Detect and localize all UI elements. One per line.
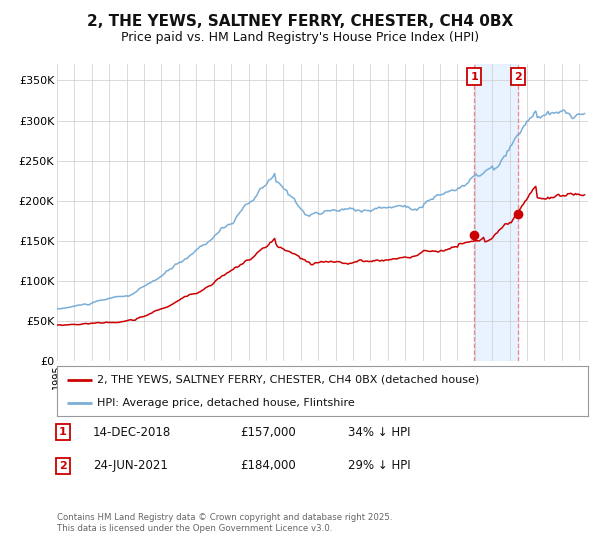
Text: 2, THE YEWS, SALTNEY FERRY, CHESTER, CH4 0BX: 2, THE YEWS, SALTNEY FERRY, CHESTER, CH4… bbox=[87, 14, 513, 29]
Text: HPI: Average price, detached house, Flintshire: HPI: Average price, detached house, Flin… bbox=[97, 398, 355, 408]
Text: £184,000: £184,000 bbox=[240, 459, 296, 473]
Text: This data is licensed under the Open Government Licence v3.0.: This data is licensed under the Open Gov… bbox=[57, 524, 332, 533]
Text: Price paid vs. HM Land Registry's House Price Index (HPI): Price paid vs. HM Land Registry's House … bbox=[121, 31, 479, 44]
Text: 2: 2 bbox=[514, 72, 522, 82]
Text: 2: 2 bbox=[59, 461, 67, 471]
Text: 1: 1 bbox=[59, 427, 67, 437]
Text: 24-JUN-2021: 24-JUN-2021 bbox=[93, 459, 168, 473]
Text: 2, THE YEWS, SALTNEY FERRY, CHESTER, CH4 0BX (detached house): 2, THE YEWS, SALTNEY FERRY, CHESTER, CH4… bbox=[97, 375, 479, 385]
Text: £157,000: £157,000 bbox=[240, 426, 296, 439]
Text: Contains HM Land Registry data © Crown copyright and database right 2025.: Contains HM Land Registry data © Crown c… bbox=[57, 513, 392, 522]
Text: 29% ↓ HPI: 29% ↓ HPI bbox=[348, 459, 410, 473]
Text: 1: 1 bbox=[470, 72, 478, 82]
Text: 14-DEC-2018: 14-DEC-2018 bbox=[93, 426, 171, 439]
Text: 34% ↓ HPI: 34% ↓ HPI bbox=[348, 426, 410, 439]
Bar bbox=[474, 64, 518, 361]
